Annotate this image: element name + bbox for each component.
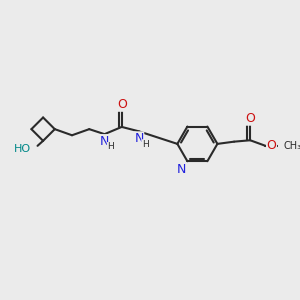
Text: CH₃: CH₃ <box>284 141 300 151</box>
Text: O: O <box>245 112 255 125</box>
Text: H: H <box>107 142 114 152</box>
Text: O: O <box>267 139 277 152</box>
Text: HO: HO <box>14 144 31 154</box>
Text: N: N <box>177 163 186 176</box>
Text: H: H <box>142 140 148 149</box>
Text: N: N <box>134 132 144 145</box>
Text: O: O <box>117 98 127 111</box>
Text: N: N <box>100 135 109 148</box>
